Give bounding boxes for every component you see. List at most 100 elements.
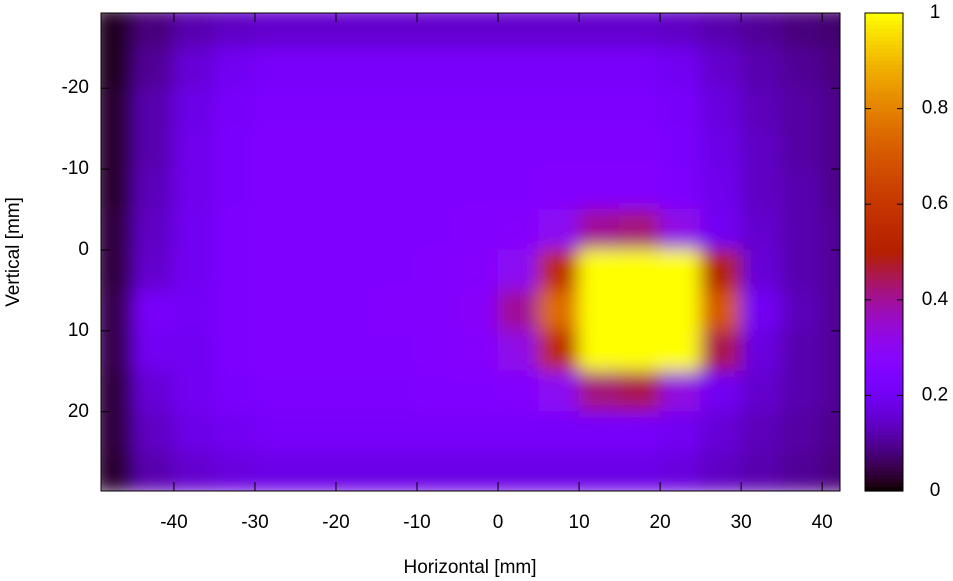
heatmap-cell [659,168,702,211]
heatmap-cell [578,451,621,491]
heatmap-cell [497,209,540,251]
colorbar-swatch [865,451,903,456]
heatmap-cell [101,87,134,130]
heatmap-cell [376,289,418,332]
heatmap-cell [376,209,418,251]
colorbar-swatch [865,116,903,122]
heatmap-cell [578,209,621,251]
heatmap-cell [173,47,215,89]
colorbar-swatch [865,88,903,94]
heatmap-cell [294,87,337,130]
heatmap-cell [700,289,742,332]
heatmap-cell [821,47,840,89]
heatmap-cell [700,128,742,170]
heatmap-cell [538,13,580,49]
y-tick-label: 20 [68,401,89,422]
colorbar-swatch [865,76,903,82]
colorbar-swatch [865,136,903,142]
heatmap-cell [538,47,580,89]
colorbar-swatch [865,20,903,26]
heatmap-cell [578,370,621,413]
colorbar-swatch [865,439,903,444]
heatmap-cell [173,168,215,211]
heatmap-cell [659,47,702,89]
heatmap-cell [619,168,661,211]
colorbar-swatch [865,192,903,197]
heatmap-cell [821,451,840,491]
colorbar-swatch [865,283,903,289]
heatmap-cell [173,289,215,332]
colorbar-swatch [865,319,903,325]
colorbar-swatch [865,148,903,154]
colorbar-swatch [865,307,903,313]
heatmap-cell [578,249,621,291]
heatmap-cell [821,411,840,453]
heatmap-cell [457,13,499,49]
colorbar-swatch [865,16,903,22]
colorbar-swatch [865,176,903,181]
colorbar-swatch [865,275,903,281]
colorbar-swatch [865,32,903,38]
heatmap-cell [821,289,840,332]
x-tick-label: 0 [493,512,504,533]
heatmap-cell [254,289,296,332]
colorbar-tick-label: 0.2 [922,384,948,405]
colorbar-swatch [865,84,903,90]
colorbar-swatch [865,48,903,54]
heatmap-cell [254,411,296,453]
colorbar-swatch [865,343,903,349]
colorbar-swatch [865,240,903,245]
heatmap-cell [335,13,378,49]
heatmap-cell [821,209,840,251]
heatmap-cell [416,47,459,89]
plot-border [100,12,841,492]
heatmap-cell [457,168,499,211]
heatmap-cell [578,289,621,332]
heatmap-cell [132,13,175,49]
heatmap-cell [578,47,621,89]
colorbar-swatch [865,371,903,377]
colorbar-swatch [865,395,903,400]
colorbar-swatch [865,479,903,484]
heatmap-cell [101,330,134,372]
colorbar-swatch [865,36,903,42]
x-tick-label: 10 [569,512,590,533]
colorbar-swatch [865,287,903,293]
heatmap-cell [254,168,296,211]
heatmap-cell [101,128,134,170]
heatmap-cell [619,13,661,49]
heatmap-cell [781,330,823,372]
heatmap-cell [101,411,134,453]
colorbar-swatch [865,24,903,30]
heatmap-cell [335,370,378,413]
heatmap-cell [416,13,459,49]
heatmap-cell [538,87,580,130]
heatmap-cell [132,249,175,291]
heatmap-cell [578,13,621,49]
heatmap-cell [294,411,337,453]
colorbar-swatch [865,447,903,452]
heatmap-cell [132,47,175,89]
colorbar-swatch [865,224,903,229]
heatmap-cell [781,128,823,170]
heatmap-cell [376,249,418,291]
colorbar-swatch [865,431,903,436]
x-tick-label: 40 [812,512,833,533]
heatmap-cell [416,168,459,211]
colorbar-swatch [865,172,903,177]
heatmap-cell [173,13,215,49]
colorbar-swatch [865,383,903,389]
heatmap-cell [821,13,840,49]
colorbar-swatch [865,144,903,150]
colorbar-swatch [865,459,903,464]
colorbar-swatch [865,40,903,46]
colorbar-swatch [865,259,903,265]
colorbar-swatch [865,64,903,70]
heatmap-cell [740,128,783,170]
heatmap-cell [538,128,580,170]
heatmap-cell [416,330,459,372]
heatmap-cell [619,47,661,89]
heatmap-cell [659,330,702,372]
colorbar-tick-label: 1 [930,2,941,23]
colorbar-swatch [865,236,903,241]
